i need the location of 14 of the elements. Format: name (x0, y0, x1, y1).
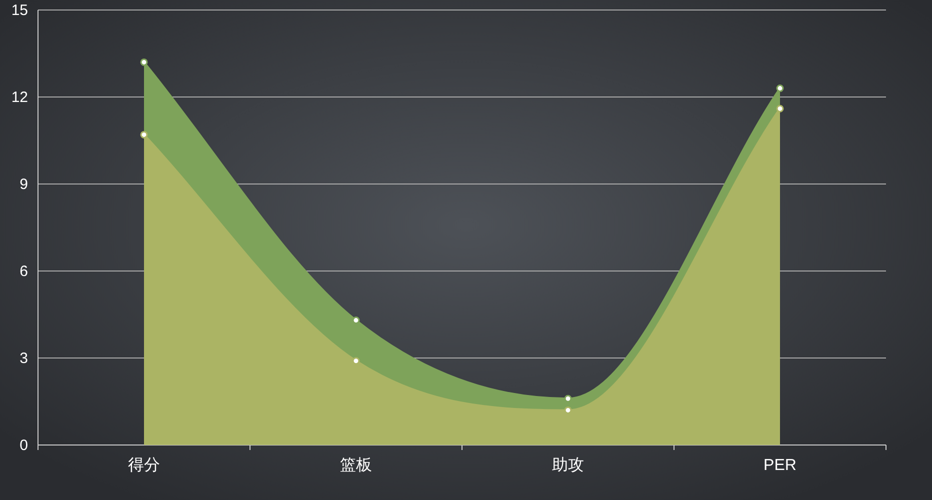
point (140, 58, 148, 66)
point (140, 130, 148, 138)
x-tick-label: 篮板 (340, 457, 372, 474)
x-tick-label: PER (764, 457, 796, 474)
y-tick-label: 0 (20, 437, 28, 454)
point (776, 104, 784, 112)
point (776, 84, 784, 92)
x-tick-label: 得分 (128, 457, 160, 474)
y-tick-label: 3 (20, 350, 28, 367)
y-tick-label: 12 (11, 89, 28, 106)
y-tick-label: 9 (20, 176, 28, 193)
y-tick-label: 15 (11, 2, 28, 19)
x-tick-label: 助攻 (552, 456, 584, 474)
y-tick-label: 6 (20, 263, 28, 280)
